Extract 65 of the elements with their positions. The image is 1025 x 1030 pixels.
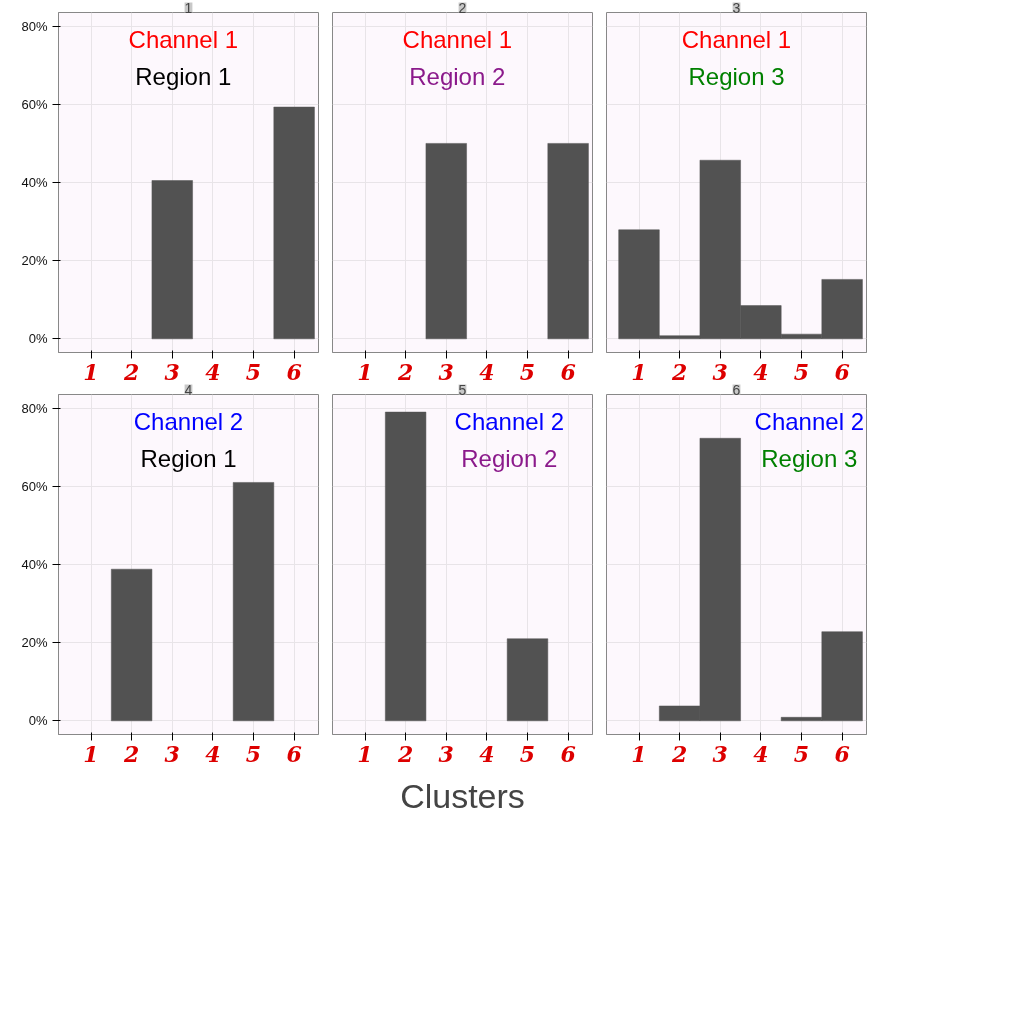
- x-tick-label: 5: [245, 358, 262, 385]
- x-tick-label: 6: [286, 358, 302, 385]
- annotation: Channel 1: [402, 26, 513, 54]
- x-tick-label: 3: [164, 740, 180, 767]
- x-tick-label: 2: [670, 740, 688, 767]
- chart-title: 6: [732, 381, 741, 398]
- x-tick-label: 4: [205, 358, 221, 385]
- annotation: Channel 2: [754, 408, 865, 436]
- x-tick-label: 4: [205, 740, 221, 767]
- y-tick-label: 40%: [21, 175, 48, 190]
- y-tick-label: 0%: [28, 331, 48, 347]
- x-tick-label: 6: [834, 740, 850, 767]
- x-tick-label: 2: [396, 358, 414, 385]
- y-tick-label: 0%: [28, 713, 48, 729]
- x-tick-label: 6: [834, 358, 850, 385]
- x-tick-label: 3: [438, 740, 454, 767]
- y-tick-label: 80%: [21, 400, 48, 416]
- annotation: Channel 2: [133, 408, 244, 436]
- x-tick-label: 6: [560, 740, 576, 767]
- y-tick-label: 20%: [21, 253, 48, 269]
- x-tick-label: 1: [357, 358, 373, 385]
- x-tick-label: 5: [793, 740, 810, 767]
- x-tick-label: 3: [438, 358, 454, 385]
- x-tick-label: 4: [479, 740, 495, 767]
- x-tick-label: 2: [122, 358, 140, 385]
- chart-title: 5: [458, 381, 467, 398]
- y-tick-label: 40%: [21, 557, 48, 572]
- y-tick-label: 60%: [21, 478, 48, 494]
- x-tick-label: 2: [122, 740, 140, 767]
- x-tick-label: 3: [712, 740, 728, 767]
- x-tick-label: 4: [479, 358, 495, 385]
- x-tick-label: 2: [396, 740, 414, 767]
- x-tick-label: 3: [164, 358, 180, 385]
- y-tick-label: 20%: [21, 635, 48, 651]
- x-tick-label: 5: [519, 358, 536, 385]
- y-tick-label: 60%: [21, 96, 48, 112]
- chart-title: 4: [184, 381, 193, 398]
- annotation: Channel 1: [128, 26, 239, 54]
- x-axis-title: Clusters: [400, 776, 525, 815]
- x-tick-label: 3: [712, 358, 728, 385]
- x-tick-label: 1: [83, 740, 99, 767]
- x-tick-label: 6: [286, 740, 302, 767]
- annotation: Region 1: [140, 445, 237, 473]
- annotation: Region 3: [761, 445, 858, 473]
- x-tick-label: 5: [519, 740, 536, 767]
- chart-title: 1: [184, 0, 193, 16]
- x-tick-label: 1: [83, 358, 99, 385]
- x-tick-label: 1: [631, 358, 647, 385]
- x-tick-label: 5: [793, 358, 810, 385]
- chart-title: 3: [732, 0, 741, 16]
- x-tick-label: 5: [245, 740, 262, 767]
- x-tick-label: 4: [753, 740, 769, 767]
- annotation: Channel 2: [454, 408, 565, 436]
- annotation: Region 2: [409, 63, 506, 91]
- annotation: Region 3: [688, 63, 785, 91]
- x-tick-label: 1: [631, 740, 647, 767]
- x-tick-label: 6: [560, 358, 576, 385]
- chart-title: 2: [458, 0, 467, 16]
- x-tick-label: 2: [670, 358, 688, 385]
- annotation: Region 1: [135, 63, 232, 91]
- annotation: Region 2: [461, 445, 558, 473]
- y-tick-label: 80%: [21, 18, 48, 34]
- x-tick-label: 1: [357, 740, 373, 767]
- x-tick-label: 4: [753, 358, 769, 385]
- annotation: Channel 1: [681, 26, 792, 54]
